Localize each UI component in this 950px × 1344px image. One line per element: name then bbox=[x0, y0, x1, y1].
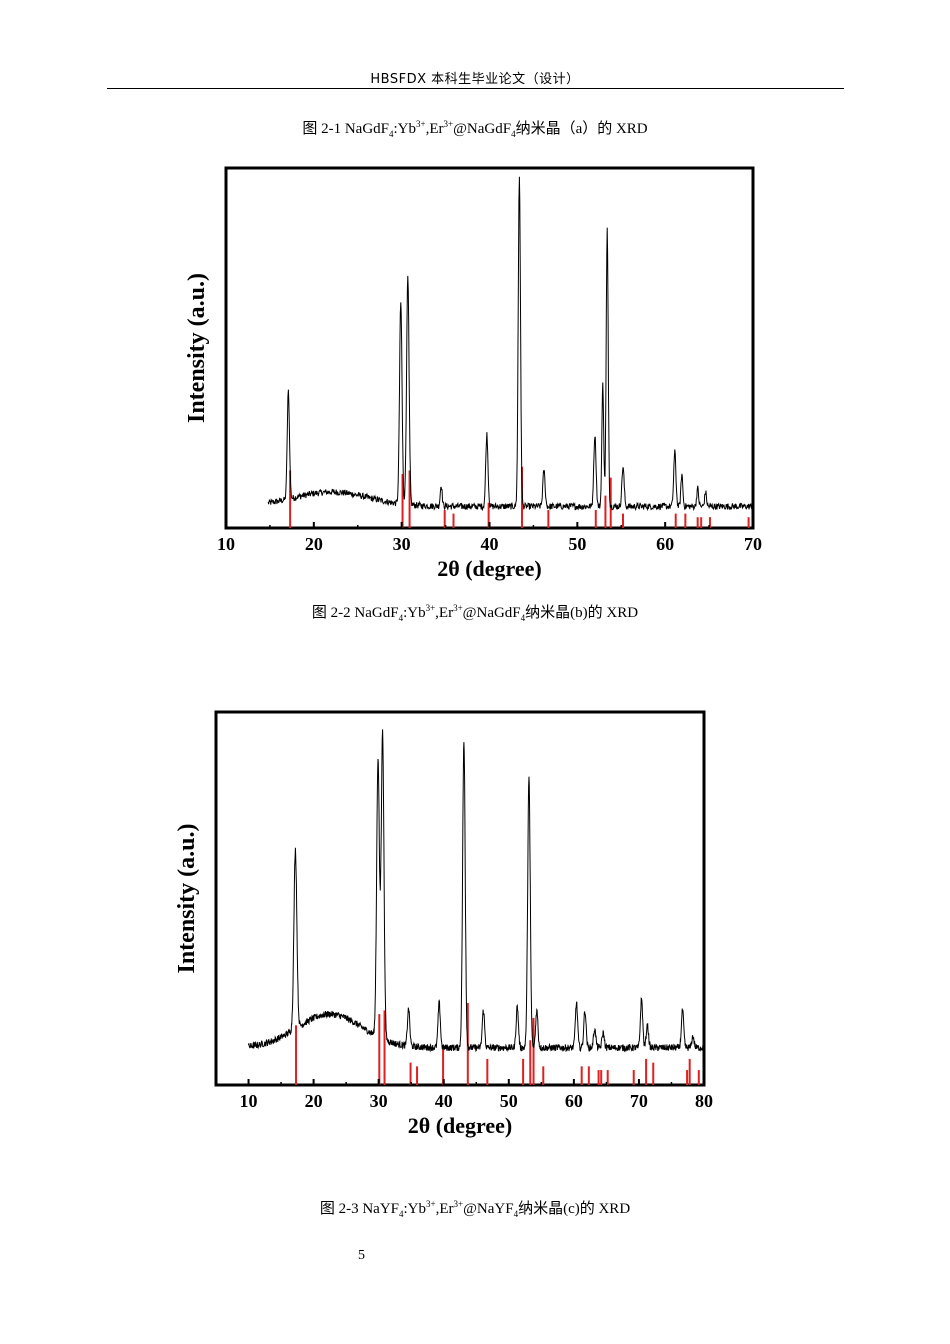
caption-text: 纳米晶(b)的 XRD bbox=[525, 605, 639, 621]
caption-sup: 3+ bbox=[425, 603, 436, 613]
xrd-pattern-line bbox=[248, 729, 705, 1053]
y-axis-label: Intensity (a.u.) bbox=[174, 823, 200, 973]
x-tick-label: 50 bbox=[568, 534, 586, 554]
x-tick-label: 60 bbox=[565, 1091, 583, 1111]
caption-text: @NaGdF bbox=[453, 121, 512, 137]
figure-caption-2-2: 图 2-2 NaGdF4:Yb3+,Er3+@NaGdF4纳米晶(b)的 XRD bbox=[0, 601, 950, 623]
figure-caption-2-1: 图 2-1 NaGdF4:Yb3+,Er3+@NaGdF4纳米晶（a）的 XRD bbox=[0, 117, 950, 139]
x-tick-label: 50 bbox=[500, 1091, 518, 1111]
y-axis-label: Intensity (a.u.) bbox=[184, 273, 210, 423]
x-tick-label: 10 bbox=[217, 534, 235, 554]
xrd-chart-c: 10 20 30 40 50 60 70 80 2θ (degree) Intensity (a.… bbox=[174, 710, 713, 1138]
xrd-chart-b: 10 20 30 40 50 60 70 2θ (degree) Intensity (a.u.… bbox=[184, 166, 762, 581]
caption-text: :Yb bbox=[403, 605, 426, 621]
x-axis-label: 2θ (degree) bbox=[437, 556, 542, 581]
xrd-pattern-line bbox=[267, 176, 754, 512]
caption-sup: 3+ bbox=[416, 119, 426, 129]
x-tick-label: 70 bbox=[744, 534, 762, 554]
caption-text: @NaGdF bbox=[462, 605, 521, 621]
x-axis-label: 2θ (degree) bbox=[408, 1113, 513, 1138]
x-tick-label: 40 bbox=[481, 534, 499, 554]
x-tick-label: 10 bbox=[240, 1091, 258, 1111]
plot-frame bbox=[214, 710, 706, 1087]
caption-text: ,Er bbox=[435, 1201, 454, 1217]
caption-sub: 4 bbox=[513, 1209, 519, 1219]
caption-text: 图 2-1 NaGdF bbox=[302, 121, 389, 137]
caption-text: ,Er bbox=[425, 121, 444, 137]
caption-sup: 3+ bbox=[443, 119, 454, 129]
caption-sub: 4 bbox=[389, 129, 394, 139]
page-number: 5 bbox=[358, 1248, 365, 1263]
caption-text: :Yb bbox=[403, 1201, 427, 1217]
page-header: HBSFDX 本科生毕业论文（设计） bbox=[370, 72, 580, 87]
figure-caption-2-3: 图 2-3 NaYF4:Yb3+,Er3+@NaYF4纳米晶(c)的 XRD bbox=[0, 1197, 950, 1219]
caption-sup: 3+ bbox=[453, 1199, 464, 1209]
x-tick-label: 80 bbox=[695, 1091, 713, 1111]
x-tick-label: 60 bbox=[656, 534, 674, 554]
caption-sub: 4 bbox=[399, 1209, 404, 1219]
caption-text: :Yb bbox=[393, 121, 417, 137]
caption-text: @NaYF bbox=[463, 1201, 514, 1217]
caption-sub: 4 bbox=[398, 613, 404, 623]
caption-text: ,Er bbox=[435, 605, 454, 621]
caption-text: 图 2-2 NaGdF bbox=[311, 605, 399, 621]
x-tick-label: 70 bbox=[630, 1091, 648, 1111]
caption-text: 纳米晶（a）的 XRD bbox=[515, 121, 648, 137]
x-tick-label: 30 bbox=[393, 534, 411, 554]
plot-area: 10 20 30 40 50 60 70 2θ (degree) Intensity (a.u.… bbox=[184, 166, 762, 581]
x-tick-label: 20 bbox=[305, 534, 323, 554]
caption-text: 图 2-3 NaYF bbox=[319, 1201, 400, 1217]
header-rule bbox=[107, 88, 844, 89]
caption-sub: 4 bbox=[520, 613, 526, 623]
plot-area: 10 20 30 40 50 60 70 80 2θ (degree) Intensity (a.… bbox=[174, 710, 713, 1138]
caption-sup: 3+ bbox=[426, 1199, 436, 1209]
x-tick-label: 20 bbox=[305, 1091, 323, 1111]
x-tick-label: 40 bbox=[435, 1091, 453, 1111]
caption-sup: 3+ bbox=[453, 603, 463, 613]
caption-sub: 4 bbox=[511, 129, 516, 139]
x-tick-label: 30 bbox=[370, 1091, 388, 1111]
caption-text: 纳米晶(c)的 XRD bbox=[518, 1201, 631, 1217]
